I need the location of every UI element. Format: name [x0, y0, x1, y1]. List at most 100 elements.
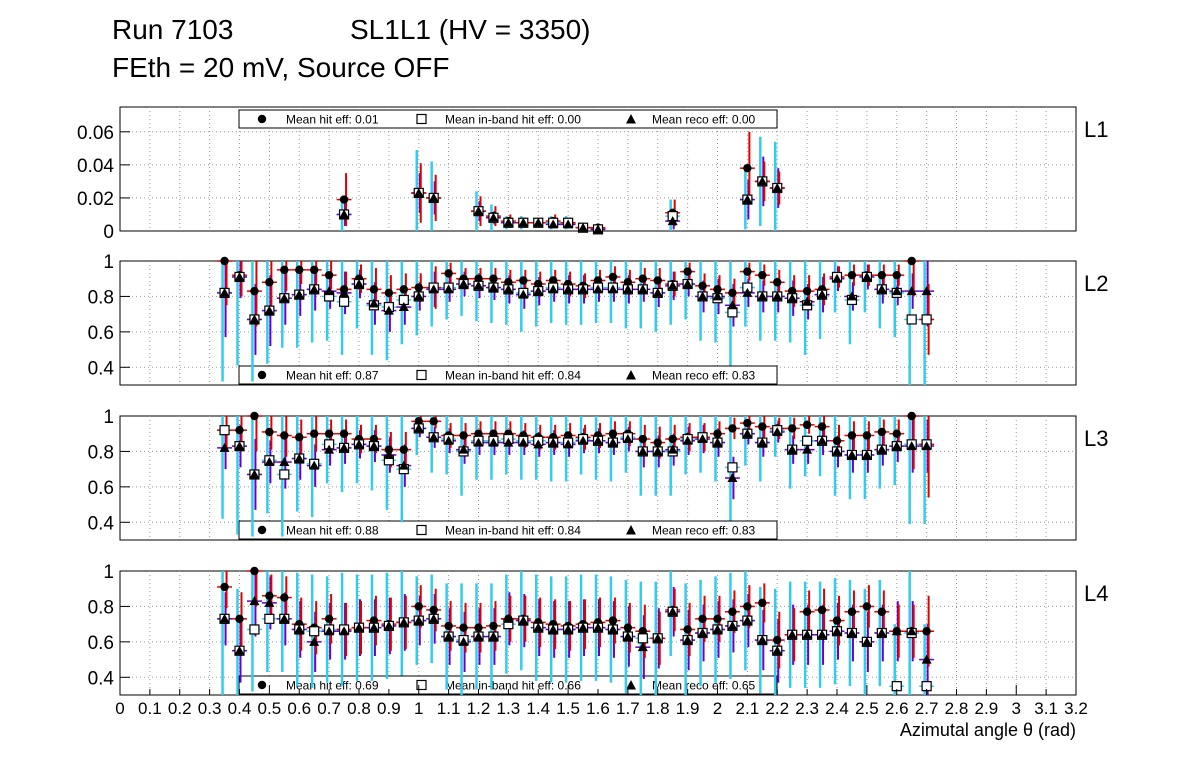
x-tick-label: 1.9 [676, 699, 700, 718]
layer-label: L3 [1084, 426, 1108, 451]
layer-label: L1 [1084, 117, 1108, 142]
y-tick-label: 0.6 [88, 633, 114, 654]
hit-point [817, 422, 827, 431]
y-tick-label: 0.8 [88, 442, 114, 463]
legend: Mean hit eff: 0.87 Mean in-band hit eff: … [238, 365, 778, 385]
y-tick-label: 0.6 [88, 323, 114, 344]
hit-point [324, 614, 334, 624]
reco-point [921, 286, 932, 296]
reco-point [667, 216, 678, 226]
hit-point [653, 276, 662, 285]
y-tick-label: 1 [103, 562, 114, 583]
hit-point [295, 433, 304, 442]
reco-point [802, 444, 813, 454]
legend-reco-label: Mean reco eff: 0.65 [652, 679, 756, 693]
reco-point [876, 284, 887, 294]
reco-point [832, 626, 842, 636]
reco-point [324, 444, 335, 454]
layer-label: L4 [1084, 581, 1108, 606]
reco-point [219, 613, 230, 623]
legend-inband-marker [416, 369, 427, 381]
hit-point [713, 614, 722, 624]
legend-inband-label: Mean in-band hit eff: 0.66 [445, 679, 581, 693]
title-run-chamber: Run 7103 SL1L1 (HV = 3350) [112, 14, 591, 46]
data-points [217, 256, 935, 385]
reco-point [428, 284, 439, 294]
hit-point [892, 270, 901, 280]
reco-point [219, 442, 230, 452]
x-tick-label: 0.5 [258, 699, 282, 718]
hit-point [773, 278, 782, 287]
reco-point [354, 622, 364, 632]
reco-point [458, 444, 469, 454]
reco-point [876, 444, 887, 454]
x-axis-title: Azimutal angle θ (rad) [899, 720, 1076, 740]
reco-point [578, 435, 589, 445]
reco-point [443, 435, 454, 445]
reco-point [548, 437, 559, 447]
reco-point [578, 222, 589, 232]
reco-point [607, 437, 618, 447]
panel-l3: 0.4 0.6 0.8 1 Mean hit eff: 0.88 Mean in-band… [88, 407, 1108, 541]
reco-point [339, 287, 350, 297]
reco-point [533, 439, 544, 449]
reco-point [593, 284, 603, 294]
reco-point [787, 293, 798, 303]
y-tick-label: 0 [103, 222, 114, 243]
legend-box [238, 520, 778, 540]
reco-point [294, 453, 305, 463]
x-tick-label: 2.2 [765, 699, 789, 718]
hit-point [743, 418, 752, 428]
inband-point [249, 624, 260, 635]
hit-point [235, 425, 244, 435]
hit-point [683, 267, 692, 276]
hit-point [265, 591, 274, 600]
hit-point [295, 265, 304, 275]
hit-point [220, 582, 229, 592]
reco-point [518, 217, 529, 227]
x-tick-label: 1.4 [526, 699, 550, 718]
reco-point [279, 293, 290, 303]
hit-point [459, 623, 468, 632]
reco-point [727, 620, 738, 630]
hit-point [802, 420, 812, 430]
reco-point [832, 273, 842, 283]
inband-point [264, 613, 275, 624]
y-tick-label: 0.04 [77, 156, 114, 177]
reco-point [309, 636, 320, 646]
x-tick-label: 1.8 [646, 699, 670, 718]
reco-point [742, 428, 753, 438]
reco-point [742, 287, 753, 297]
legend-reco-label: Mean reco eff: 0.83 [652, 524, 756, 538]
reco-point [712, 437, 723, 447]
reco-point [249, 314, 260, 324]
reco-point [413, 615, 424, 625]
legend-box [238, 365, 778, 385]
hit-point [369, 285, 379, 294]
legend-hit-label: Mean hit eff: 0.69 [286, 679, 379, 693]
data-points [217, 566, 935, 695]
inband-point [637, 633, 648, 644]
reco-point [518, 437, 529, 447]
reco-point [802, 629, 813, 639]
reco-point [846, 291, 857, 301]
reco-point [354, 439, 364, 449]
x-tick-label: 2.9 [975, 699, 999, 718]
reco-point [637, 446, 648, 456]
reco-point [787, 629, 798, 639]
hit-point [384, 445, 394, 454]
reco-point [667, 280, 678, 290]
reco-point [324, 626, 335, 636]
hit-point [280, 431, 289, 440]
legend-inband-marker [416, 679, 427, 691]
hit-point [773, 635, 782, 645]
reco-point [891, 441, 902, 451]
y-tick-label: 0.06 [77, 123, 114, 144]
reco-point [234, 271, 245, 281]
y-tick-label: 0.4 [88, 668, 115, 689]
x-tick-label: 1 [414, 699, 423, 718]
legend-hit-marker [257, 525, 267, 535]
reco-point [518, 289, 529, 299]
reco-point [637, 642, 648, 652]
